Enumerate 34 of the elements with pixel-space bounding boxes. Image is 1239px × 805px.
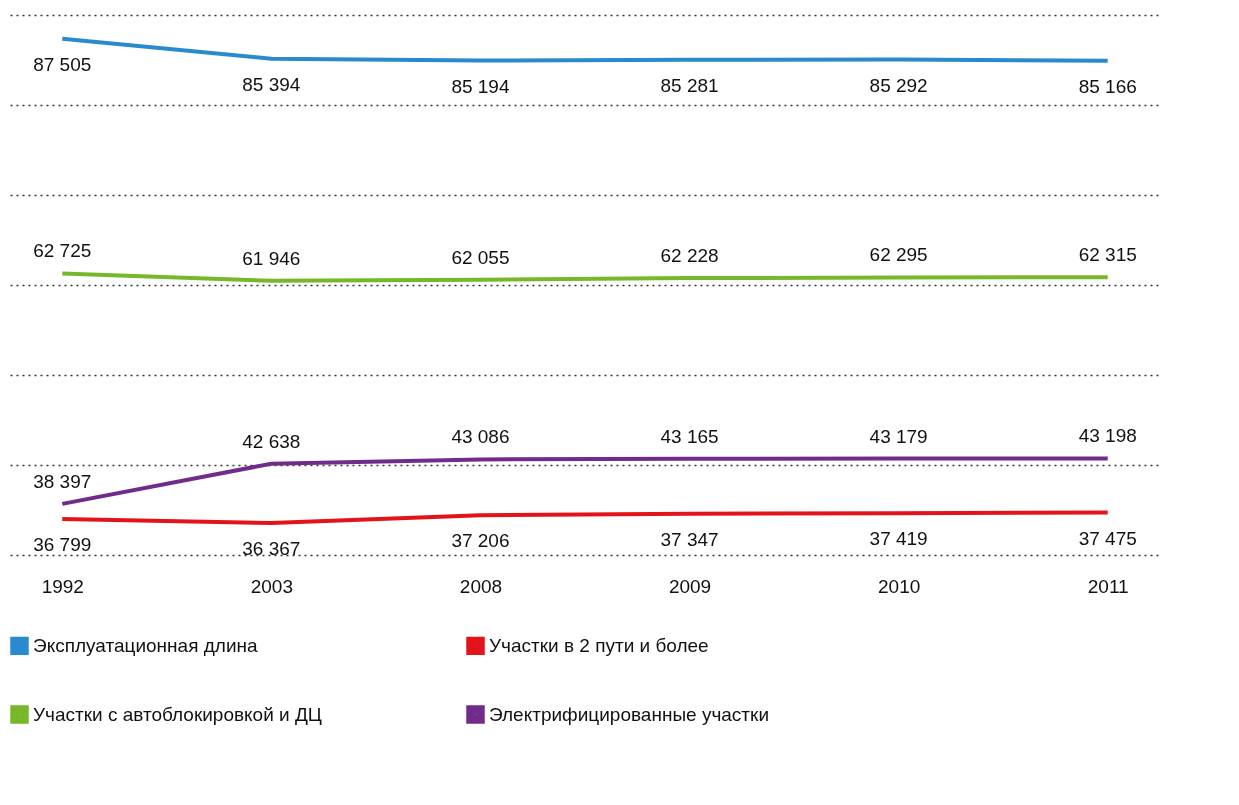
data-label: 43 086 [451, 426, 510, 448]
data-label: 43 165 [660, 425, 719, 447]
x-tick-label: 2003 [250, 575, 293, 597]
data-label: 37 475 [1078, 527, 1137, 549]
data-label: 87 505 [33, 53, 92, 75]
data-label: 62 055 [451, 246, 510, 268]
data-label: 43 179 [869, 425, 928, 447]
x-tick-label: 2009 [668, 575, 712, 597]
data-label: 85 194 [451, 75, 510, 97]
x-tick-label: 1992 [41, 575, 84, 597]
data-label: 85 292 [869, 74, 928, 96]
x-tick-label: 2008 [459, 575, 503, 597]
legend-label: Участки с автоблокировкой и ДЦ [33, 703, 322, 725]
data-label: 85 394 [242, 73, 301, 95]
data-label: 62 315 [1078, 244, 1137, 266]
legend-label: Участки в 2 пути и более [489, 634, 709, 656]
data-label: 62 725 [33, 240, 92, 262]
data-label: 37 419 [869, 528, 928, 550]
data-label: 37 206 [451, 530, 510, 552]
data-label: 61 946 [242, 247, 301, 269]
data-label: 42 638 [242, 430, 301, 452]
data-label: 36 367 [242, 538, 301, 560]
data-label: 85 281 [660, 74, 719, 96]
data-label: 36 799 [33, 534, 92, 556]
data-label: 43 198 [1078, 425, 1137, 447]
legend-label: Эксплуатационная длина [33, 634, 259, 656]
data-label: 38 397 [33, 470, 92, 492]
data-label: 62 228 [660, 245, 719, 267]
data-label: 37 347 [660, 528, 719, 550]
data-label: 85 166 [1078, 75, 1137, 97]
x-tick-label: 2010 [878, 575, 921, 597]
legend-label: Электрифицированные участки [489, 703, 769, 725]
data-label: 62 295 [869, 244, 928, 266]
x-tick-label: 2011 [1087, 575, 1129, 597]
